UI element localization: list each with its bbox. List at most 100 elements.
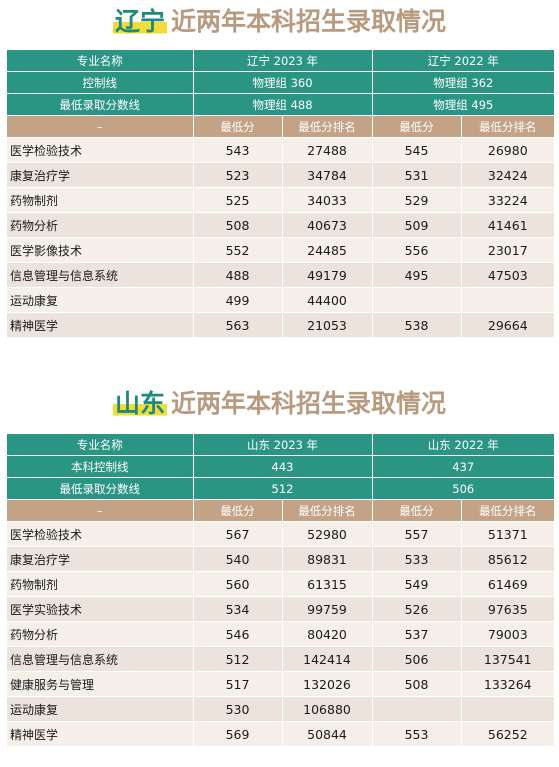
major-cell: 药物制剂 bbox=[7, 187, 194, 213]
shandong-control-line-row: 本科控制线 443 437 bbox=[7, 455, 555, 478]
year2-min-rank-cell: 97635 bbox=[461, 596, 555, 622]
year2-min-rank-cell: 85612 bbox=[461, 546, 555, 572]
liaoning-header-row: 专业名称 辽宁 2023 年 辽宁 2022 年 bbox=[7, 50, 555, 72]
year1-min-rank-cell: 44400 bbox=[282, 287, 373, 313]
table-row: 康复治疗学 523 34784 531 32424 bbox=[7, 162, 555, 188]
year1-min-rank-cell: 34784 bbox=[282, 162, 373, 188]
shandong-control-line-year2: 437 bbox=[372, 455, 555, 478]
year1-min-rank-cell: 21053 bbox=[282, 312, 373, 338]
year2-min-rank-cell: 51371 bbox=[461, 521, 555, 547]
shandong-min-score-line-row: 最低录取分数线 512 506 bbox=[7, 477, 555, 500]
major-cell: 精神医学 bbox=[7, 312, 194, 338]
year1-min-score-cell: 534 bbox=[193, 596, 283, 622]
year2-min-rank-cell: 47503 bbox=[461, 262, 555, 288]
year2-min-rank-cell: 41461 bbox=[461, 212, 555, 238]
shandong-major-header: 专业名称 bbox=[7, 434, 194, 456]
liaoning-subheader-min-score-2: 最低分 bbox=[372, 115, 462, 138]
year1-min-rank-cell: 40673 bbox=[282, 212, 373, 238]
table-row: 医学实验技术 534 99759 526 97635 bbox=[7, 596, 555, 622]
year1-min-rank-cell: 99759 bbox=[282, 596, 373, 622]
liaoning-subheader-min-score-1: 最低分 bbox=[193, 115, 283, 138]
major-cell: 运动康复 bbox=[7, 696, 194, 722]
year1-min-rank-cell: 27488 bbox=[282, 137, 373, 163]
shandong-subheader-dash: – bbox=[7, 499, 194, 522]
shandong-min-score-line-label: 最低录取分数线 bbox=[7, 477, 194, 500]
year1-min-score-cell: 508 bbox=[193, 212, 283, 238]
year1-min-score-cell: 552 bbox=[193, 237, 283, 263]
year2-min-score-cell bbox=[372, 696, 462, 722]
liaoning-year2-header: 辽宁 2022 年 bbox=[372, 50, 555, 72]
table-row: 运动康复 530 106880 bbox=[7, 696, 555, 722]
liaoning-min-score-line-row: 最低录取分数线 物理组 488 物理组 495 bbox=[7, 93, 555, 116]
liaoning-year1-header: 辽宁 2023 年 bbox=[193, 50, 373, 72]
shandong-subheader-row: – 最低分 最低分排名 最低分 最低分排名 bbox=[7, 499, 555, 522]
year1-min-score-cell: 525 bbox=[193, 187, 283, 213]
table-row: 医学影像技术 552 24485 556 23017 bbox=[7, 237, 555, 263]
table-row: 信息管理与信息系统 512 142414 506 137541 bbox=[7, 646, 555, 672]
year2-min-score-cell bbox=[372, 287, 462, 313]
major-cell: 药物分析 bbox=[7, 621, 194, 647]
major-cell: 康复治疗学 bbox=[7, 546, 194, 572]
liaoning-min-score-line-year2: 物理组 495 bbox=[372, 93, 555, 116]
year1-min-score-cell: 499 bbox=[193, 287, 283, 313]
year2-min-rank-cell: 79003 bbox=[461, 621, 555, 647]
shandong-subheader-min-score-1: 最低分 bbox=[193, 499, 283, 522]
table-row: 医学检验技术 567 52980 557 51371 bbox=[7, 521, 555, 547]
year1-min-score-cell: 543 bbox=[193, 137, 283, 163]
year2-min-rank-cell: 29664 bbox=[461, 312, 555, 338]
liaoning-subheader-min-rank-2: 最低分排名 bbox=[461, 115, 555, 138]
year2-min-rank-cell: 23017 bbox=[461, 237, 555, 263]
table-row: 药物制剂 560 61315 549 61469 bbox=[7, 571, 555, 597]
year1-min-rank-cell: 142414 bbox=[282, 646, 373, 672]
liaoning-section-title: 辽宁 近两年本科招生录取情况 bbox=[0, 4, 559, 40]
major-cell: 健康服务与管理 bbox=[7, 671, 194, 697]
year2-min-score-cell: 495 bbox=[372, 262, 462, 288]
major-cell: 医学实验技术 bbox=[7, 596, 194, 622]
year2-min-rank-cell: 61469 bbox=[461, 571, 555, 597]
shandong-title-rest: 近两年本科招生录取情况 bbox=[171, 389, 447, 418]
liaoning-admission-table: 专业名称 辽宁 2023 年 辽宁 2022 年 控制线 物理组 360 物理组… bbox=[7, 50, 555, 338]
year2-min-score-cell: 556 bbox=[372, 237, 462, 263]
year2-min-score-cell: 508 bbox=[372, 671, 462, 697]
year2-min-score-cell: 531 bbox=[372, 162, 462, 188]
liaoning-control-line-year2: 物理组 362 bbox=[372, 71, 555, 94]
liaoning-control-line-row: 控制线 物理组 360 物理组 362 bbox=[7, 71, 555, 94]
liaoning-subheader-min-rank-1: 最低分排名 bbox=[282, 115, 373, 138]
year2-min-rank-cell bbox=[461, 696, 555, 722]
shandong-min-score-line-year2: 506 bbox=[372, 477, 555, 500]
year1-min-rank-cell: 24485 bbox=[282, 237, 373, 263]
table-row: 精神医学 563 21053 538 29664 bbox=[7, 312, 555, 338]
year1-min-score-cell: 563 bbox=[193, 312, 283, 338]
shandong-admission-table: 专业名称 山东 2023 年 山东 2022 年 本科控制线 443 437 最… bbox=[7, 434, 555, 747]
shandong-header-row: 专业名称 山东 2023 年 山东 2022 年 bbox=[7, 434, 555, 456]
major-cell: 药物制剂 bbox=[7, 571, 194, 597]
year1-min-score-cell: 546 bbox=[193, 621, 283, 647]
year2-min-score-cell: 526 bbox=[372, 596, 462, 622]
shandong-section-title: 山东 近两年本科招生录取情况 bbox=[0, 386, 559, 422]
shandong-control-line-year1: 443 bbox=[193, 455, 373, 478]
shandong-table-body: 医学检验技术 567 52980 557 51371 康复治疗学 540 89831 533 85… bbox=[7, 521, 555, 747]
shandong-year1-header: 山东 2023 年 bbox=[193, 434, 373, 456]
year1-min-score-cell: 523 bbox=[193, 162, 283, 188]
shandong-control-line-label: 本科控制线 bbox=[7, 455, 194, 478]
year1-min-rank-cell: 49179 bbox=[282, 262, 373, 288]
major-cell: 康复治疗学 bbox=[7, 162, 194, 188]
year1-min-score-cell: 567 bbox=[193, 521, 283, 547]
year1-min-score-cell: 540 bbox=[193, 546, 283, 572]
table-row: 健康服务与管理 517 132026 508 133264 bbox=[7, 671, 555, 697]
major-cell: 信息管理与信息系统 bbox=[7, 646, 194, 672]
year2-min-rank-cell: 26980 bbox=[461, 137, 555, 163]
year1-min-score-cell: 569 bbox=[193, 721, 283, 747]
liaoning-subheader-dash: – bbox=[7, 115, 194, 138]
liaoning-control-line-label: 控制线 bbox=[7, 71, 194, 94]
major-cell: 精神医学 bbox=[7, 721, 194, 747]
year2-min-score-cell: 533 bbox=[372, 546, 462, 572]
table-row: 药物制剂 525 34033 529 33224 bbox=[7, 187, 555, 213]
table-row: 康复治疗学 540 89831 533 85612 bbox=[7, 546, 555, 572]
year2-min-rank-cell: 56252 bbox=[461, 721, 555, 747]
year1-min-rank-cell: 34033 bbox=[282, 187, 373, 213]
major-cell: 医学影像技术 bbox=[7, 237, 194, 263]
shandong-subheader-min-score-2: 最低分 bbox=[372, 499, 462, 522]
liaoning-title-rest: 近两年本科招生录取情况 bbox=[171, 7, 447, 36]
year2-min-rank-cell: 32424 bbox=[461, 162, 555, 188]
